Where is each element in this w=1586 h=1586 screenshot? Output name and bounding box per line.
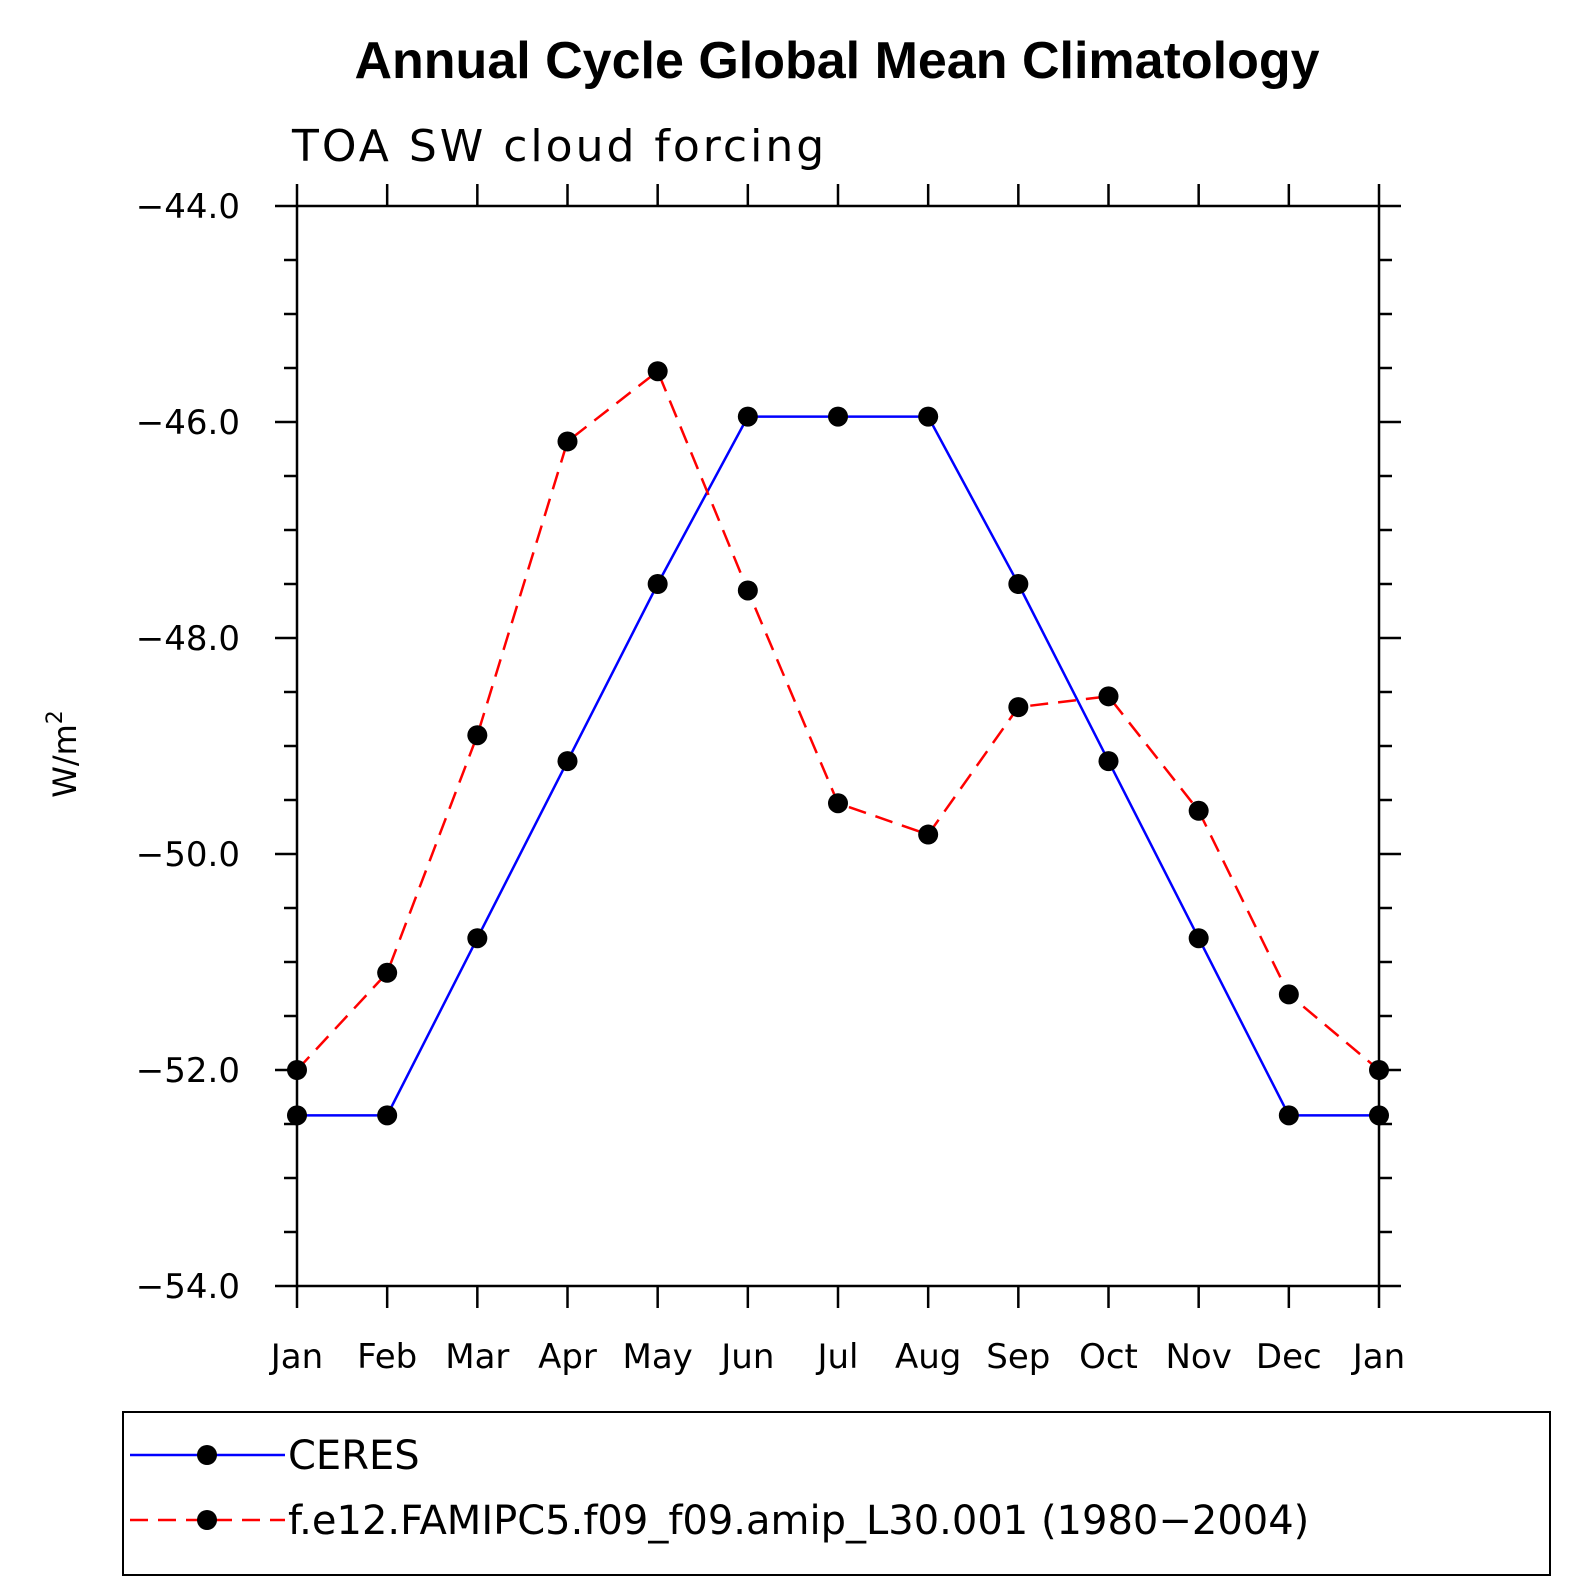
x-tick-label: Oct (1079, 1337, 1138, 1377)
data-point-series-1 (1278, 1105, 1299, 1126)
y-axis-label-unit: W/m (46, 724, 84, 798)
legend-label-2: f.e12.FAMIPC5.f09_f09.amip_L30.001 (1980… (288, 1498, 1309, 1544)
data-point-series-1 (287, 1105, 307, 1126)
y-axis: −44.0 −46.0 −48.0 −50.0 −52.0 −54.0 (136, 187, 1401, 1307)
chart-title: Annual Cycle Global Mean Climatology (354, 32, 1319, 90)
data-point-series-2 (828, 793, 848, 814)
legend-marker-2 (197, 1510, 217, 1530)
data-point-series-1 (1369, 1105, 1389, 1126)
data-point-series-1 (1188, 928, 1209, 949)
data-point-series-1 (647, 574, 668, 594)
x-tick-label: Sep (986, 1337, 1050, 1377)
data-point-series-1 (1098, 751, 1119, 772)
y-axis-label-superscript: 2 (43, 710, 68, 724)
x-tick-label: Aug (895, 1337, 961, 1377)
data-point-series-2 (918, 824, 939, 845)
x-tick-label: Jul (815, 1337, 858, 1377)
data-point-series-2 (647, 361, 668, 382)
x-tick-label: Mar (445, 1337, 509, 1377)
x-tick-label: Dec (1256, 1337, 1322, 1377)
x-tick-label: Jan (269, 1337, 323, 1377)
x-tick-label: Nov (1165, 1337, 1231, 1377)
x-tick-label: Jun (719, 1337, 774, 1377)
data-point-series-2 (1278, 984, 1299, 1005)
chart-subtitle: TOA SW cloud forcing (291, 121, 827, 172)
data-point-series-2 (1369, 1060, 1389, 1080)
data-point-series-1 (557, 751, 578, 772)
data-point-series-2 (1098, 686, 1119, 707)
series-layer (287, 361, 1389, 1126)
data-point-series-2 (1188, 800, 1209, 821)
y-tick-label: −46.0 (136, 403, 240, 443)
y-axis-label: W/m2 (43, 710, 84, 798)
y-tick-label: −48.0 (136, 619, 240, 659)
data-point-series-1 (737, 406, 758, 427)
x-tick-label: Feb (357, 1337, 417, 1377)
data-point-series-1 (918, 406, 939, 427)
data-point-series-1 (377, 1105, 398, 1126)
x-axis: Jan Feb Mar Apr May Jun Jul Aug Sep Oct Nov Dec Jan (269, 184, 1405, 1377)
legend-marker-1 (197, 1445, 217, 1465)
legend-box (122, 1411, 1551, 1576)
legend-label-1: CERES (288, 1433, 420, 1479)
y-tick-label: −54.0 (136, 1267, 240, 1307)
x-tick-label: Apr (538, 1337, 597, 1377)
series-line-1 (297, 415, 1379, 1117)
x-tick-label: May (623, 1337, 693, 1377)
y-tick-label: −52.0 (136, 1051, 240, 1091)
legend: CERES f.e12.FAMIPC5.f09_f09.amip_L30.001 … (130, 1433, 1309, 1544)
data-point-series-2 (287, 1060, 307, 1080)
y-tick-label: −44.0 (136, 187, 240, 227)
data-point-series-1 (828, 406, 848, 427)
data-point-series-2 (737, 580, 758, 601)
data-point-series-1 (1008, 574, 1029, 594)
data-point-series-2 (467, 725, 488, 746)
y-tick-label: −50.0 (136, 835, 240, 875)
x-tick-label: Jan (1351, 1337, 1405, 1377)
data-point-series-2 (1008, 697, 1029, 718)
plot-frame (295, 204, 1381, 1288)
data-point-series-2 (377, 962, 398, 983)
data-point-series-2 (557, 431, 578, 452)
series-line-2 (296, 369, 1380, 1071)
data-point-series-1 (467, 928, 488, 949)
